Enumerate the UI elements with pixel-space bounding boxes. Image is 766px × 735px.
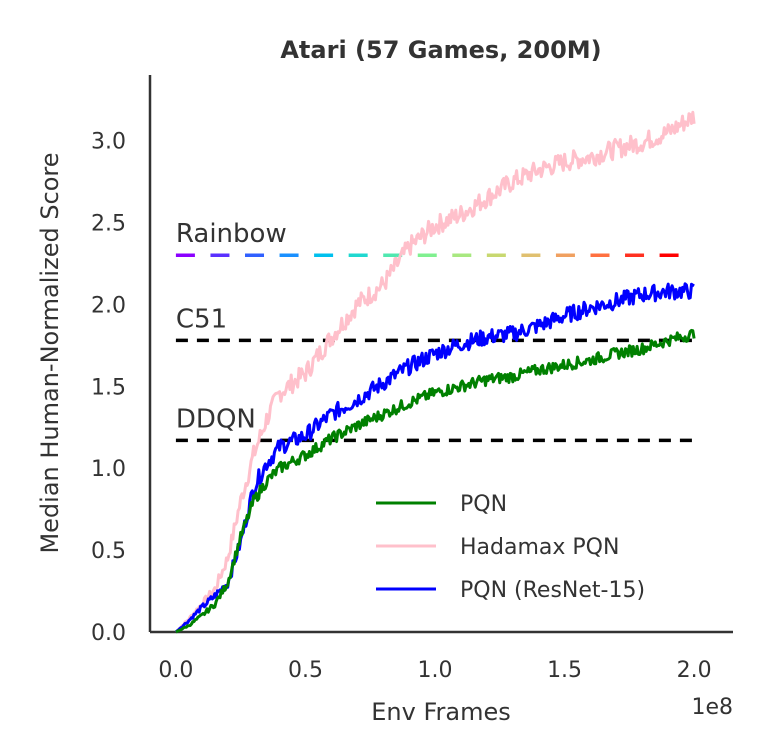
legend-label: Hadamax PQN <box>460 535 619 560</box>
x-offset-label: 1e8 <box>691 695 733 720</box>
legend-label: PQN <box>460 492 507 517</box>
series-lines <box>174 110 696 634</box>
y-tick-label: 0.5 <box>91 539 126 564</box>
reference-label: Rainbow <box>176 219 287 249</box>
series-line <box>174 282 695 634</box>
series-line <box>175 328 696 634</box>
x-tick-label: 2.0 <box>677 658 712 683</box>
y-tick-label: 1.0 <box>91 457 126 482</box>
reference-label: DDQN <box>176 404 256 434</box>
x-axis-label: Env Frames <box>371 698 511 726</box>
x-tick-label: 1.0 <box>418 658 453 683</box>
x-tick-label: 0.0 <box>158 658 193 683</box>
y-tick-label: 3.0 <box>91 130 126 155</box>
legend: PQN Hadamax PQN PQN (ResNet-15) <box>376 492 645 603</box>
chart-title: Atari (57 Games, 200M) <box>280 36 601 64</box>
y-tick-label: 2.0 <box>91 293 126 318</box>
y-tick-label: 2.5 <box>91 211 126 236</box>
y-tick-label: 0.0 <box>91 621 126 646</box>
legend-label: PQN (ResNet-15) <box>460 578 645 603</box>
reference-lines: Rainbow C51 DDQN <box>175 219 695 443</box>
y-tick-label: 1.5 <box>91 375 126 400</box>
x-tick-label: 1.5 <box>547 658 582 683</box>
y-axis-label: Median Human-Normalized Score <box>36 152 64 553</box>
y-ticks: 0.0 0.5 1.0 1.5 2.0 2.5 3.0 <box>91 130 126 646</box>
series-line <box>174 110 696 634</box>
x-ticks: 0.0 0.5 1.0 1.5 2.0 <box>158 658 711 683</box>
reference-label: C51 <box>176 304 227 334</box>
x-tick-label: 0.5 <box>288 658 323 683</box>
